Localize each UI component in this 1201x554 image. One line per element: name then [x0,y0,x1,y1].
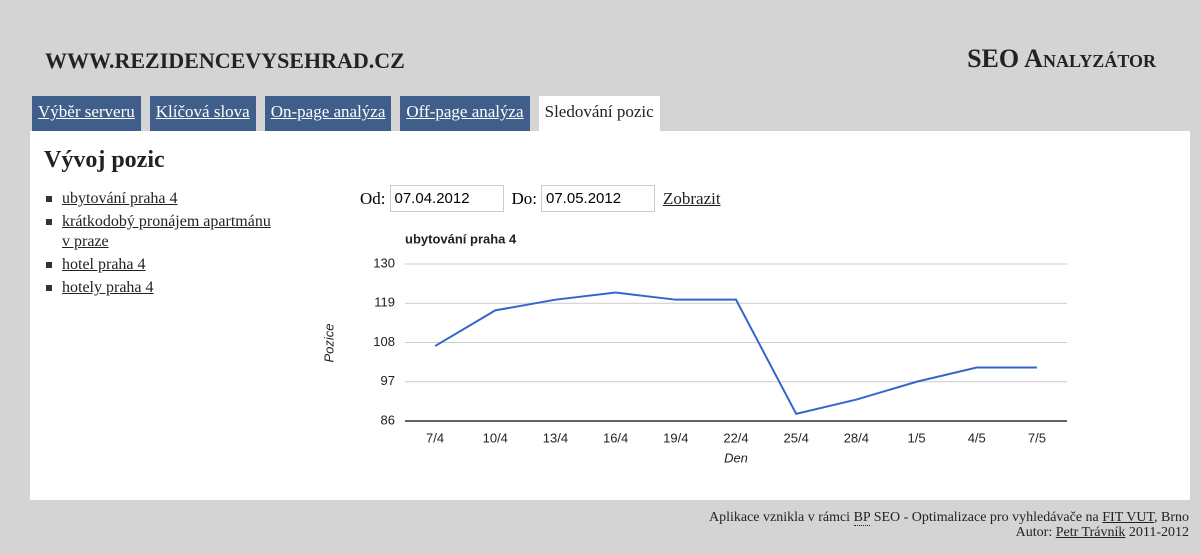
from-input[interactable]: 07.04.2012 [389,185,504,212]
y-tick-label: 97 [381,373,395,388]
x-tick-label: 19/4 [663,430,688,445]
x-tick-label: 10/4 [483,430,508,445]
x-tick-label: 16/4 [603,430,628,445]
heading: Vývoj pozic [44,147,165,173]
footer-text: , Brno [1154,510,1189,525]
line [434,291,1037,416]
tab[interactable]: Výběr serveru [32,96,141,131]
tabs: Výběr serveru Klíčová slova On-page anal… [32,96,660,131]
keyword-list: ubytování praha 4 krátkodobý pronájem ap… [44,189,274,301]
keyword-link[interactable]: ubytování praha 4 [62,190,178,207]
to-input[interactable]: 07.05.2012 [541,185,655,212]
x-tick-label: 4/5 [968,430,986,445]
footer-line: Autor: Petr Trávník 2011-2012 [709,525,1189,540]
to-label: Do: [511,188,538,208]
x-tick-label: 1/5 [908,430,926,445]
chart-title: ubytování praha 4 [405,231,517,246]
y-tick-label: 130 [373,255,395,270]
footer-text: SEO - Optimalizace pro vyhledávače na [873,510,1099,525]
keyword-link[interactable]: hotely praha 4 [62,279,154,296]
x-tick-label: 7/5 [1028,430,1046,445]
x-tick-label: 28/4 [844,430,869,445]
tab[interactable]: On-page analýza [264,96,392,131]
x-tick-label: 13/4 [543,430,568,445]
submit-link[interactable]: Zobrazit [663,188,721,208]
footer-text: Aplikace vznikla v rámci [708,510,851,525]
keyword-item: krátkodobý pronájem apartmánu v praze [44,212,274,252]
keyword-link[interactable]: hotel praha 4 [62,256,146,273]
tab[interactable]: Klíčová slova [149,96,256,131]
y-axis-label: Pozice [321,323,336,362]
keyword-item: ubytování praha 4 [44,189,274,209]
y-tick-label: 108 [373,334,395,349]
tab-active[interactable]: Sledování pozic [538,96,660,131]
date-form: Od: 07.04.2012 Do: 07.05.2012 Zobrazit [360,185,721,212]
keyword-item: hotely praha 4 [44,278,274,298]
footer-line: Aplikace vznikla v rámci BP SEO - Optima… [708,510,1189,526]
tab[interactable]: Off-page analýza [400,96,530,131]
footer-text: Autor: [1015,525,1053,540]
app-name: SEO Analyzátor [967,44,1156,73]
footer-link[interactable]: FIT VUT [1102,510,1154,525]
y-tick-label: 86 [381,412,395,427]
x-axis-label: Den [724,450,748,465]
from-label: Od: [360,188,386,208]
keyword-link[interactable]: krátkodobý pronájem apartmánu v praze [62,213,271,250]
x-tick-label: 25/4 [784,430,809,445]
y-tick-label: 119 [374,295,395,310]
site-name: WWW.REZIDENCEVYSEHRAD.CZ [45,48,405,73]
footer-text: 2011-2012 [1128,525,1189,540]
keyword-item: hotel praha 4 [44,255,274,275]
x-tick-label: 7/4 [426,430,444,445]
x-tick-label: 22/4 [723,430,748,445]
author-link[interactable]: Petr Trávník [1055,525,1126,540]
content: Vývoj pozic ubytování praha 4 krátkodobý… [30,131,1190,500]
abbr: BP [853,510,871,526]
footer: Aplikace vznikla v rámci BP SEO - Optima… [709,510,1189,540]
